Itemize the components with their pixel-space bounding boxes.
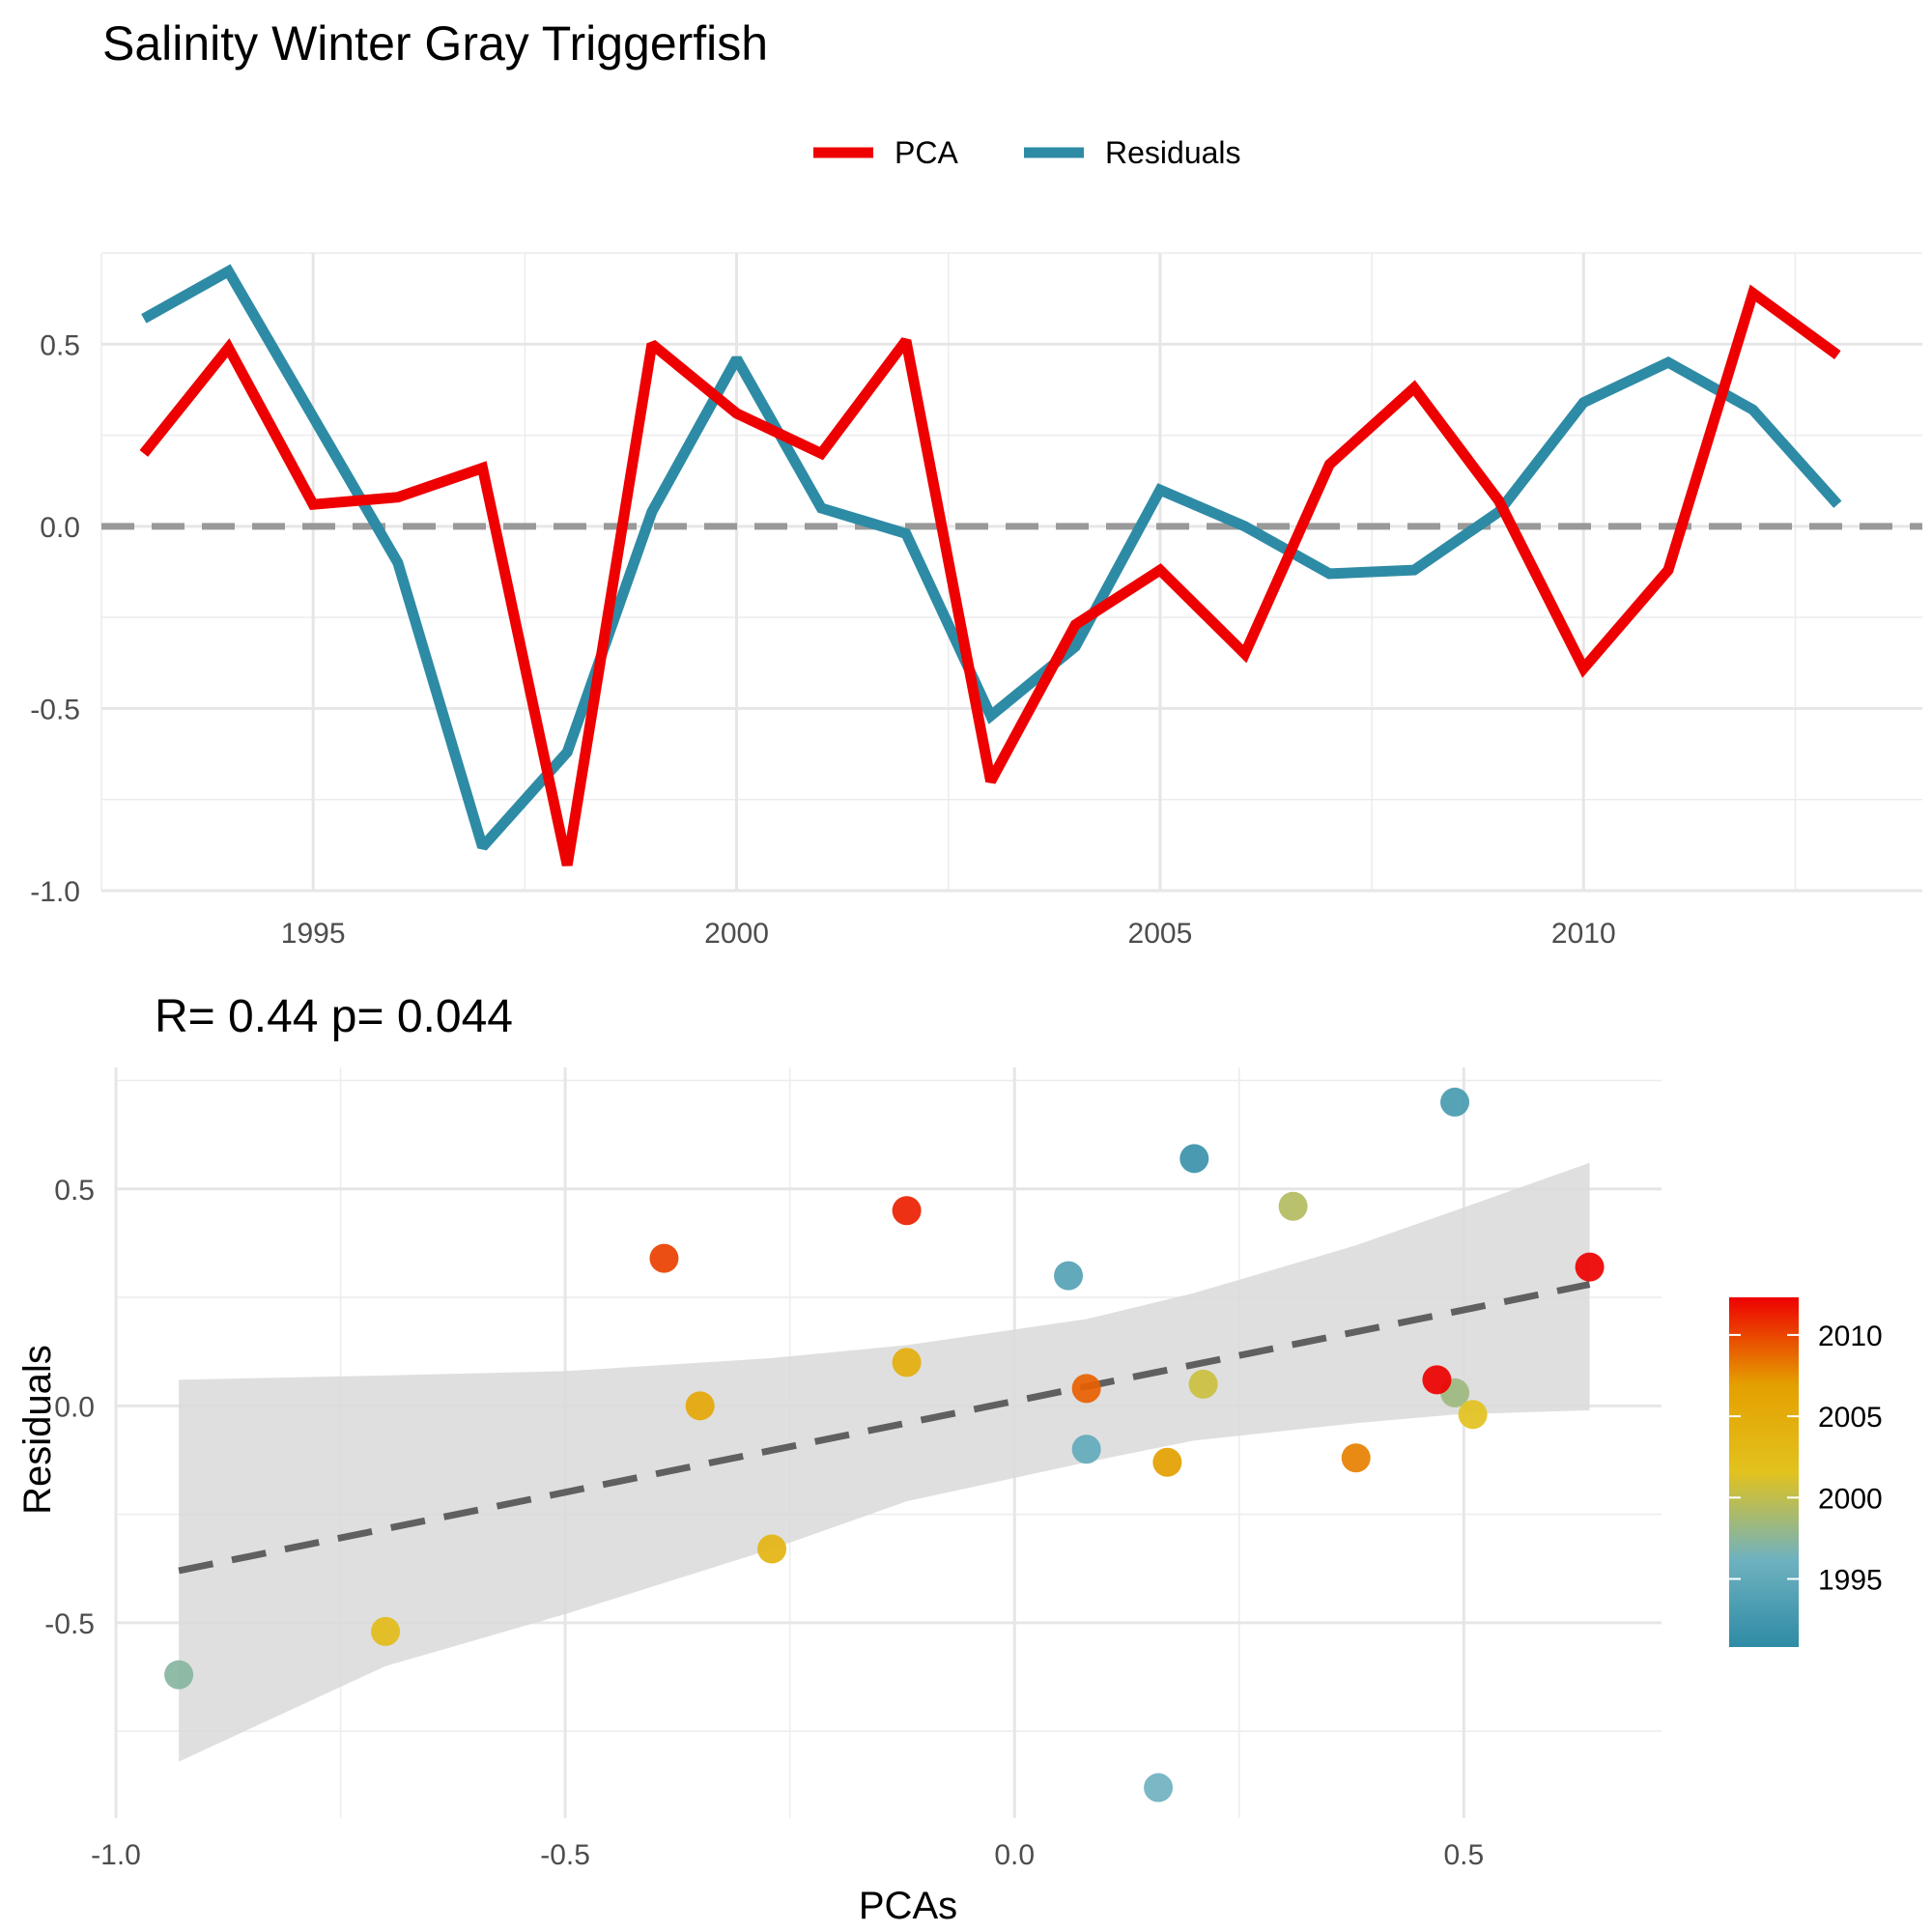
scatter-point — [1575, 1252, 1605, 1282]
scatter-point — [1278, 1191, 1308, 1221]
y-tick-label: 0.0 — [54, 1391, 95, 1423]
x-axis-title: PCAs — [859, 1885, 957, 1927]
colorbar-ticks: 1995 2000 2005 2010 — [1729, 1321, 1883, 1596]
x-tick-label: 0.5 — [1443, 1839, 1484, 1871]
scatter-point — [164, 1660, 194, 1690]
y-tick-label: 0.5 — [40, 329, 80, 361]
scatter-point — [1188, 1369, 1218, 1399]
series-line-pca — [139, 284, 1841, 867]
scatter-point — [1152, 1447, 1182, 1477]
scatter-point — [649, 1243, 679, 1273]
confidence-band — [179, 1162, 1590, 1762]
scatter-point — [1071, 1435, 1101, 1464]
chart-title: Salinity Winter Gray Triggerfish — [102, 16, 768, 71]
x-tick-label: -0.5 — [540, 1839, 590, 1871]
y-tick-label: -1.0 — [30, 876, 80, 908]
scatter-point — [1179, 1144, 1209, 1174]
y-tick-label: -0.5 — [44, 1608, 95, 1640]
colorbar-label: 2000 — [1818, 1483, 1883, 1515]
scatter-point — [1054, 1261, 1084, 1291]
x-tick-label: 1995 — [281, 918, 346, 950]
y-tick-label: 0.0 — [40, 512, 80, 544]
scatter-point — [1422, 1365, 1452, 1395]
x-tick-label: 2000 — [704, 918, 769, 950]
timeseries-tick-labels: 1995 2000 2005 2010 0.5 0.0 -0.5 -1.0 — [30, 329, 1615, 950]
scatter-point — [1071, 1374, 1101, 1404]
scatter-point — [1144, 1773, 1174, 1803]
legend-label-residuals: Residuals — [1105, 135, 1241, 170]
colorbar-label: 2005 — [1818, 1402, 1883, 1434]
x-tick-label: 0.0 — [994, 1839, 1035, 1871]
scatter-point — [892, 1196, 922, 1226]
regression-line — [178, 1281, 1591, 1575]
colorbar-label: 2010 — [1818, 1321, 1883, 1352]
legend: PCA Residuals — [813, 135, 1241, 170]
scatter-point — [892, 1348, 922, 1378]
scatter-panel: -1.0 -0.5 0.0 0.5 0.5 0.0 -0.5 — [44, 1067, 1662, 1871]
legend-label-pca: PCA — [895, 135, 958, 170]
timeseries-panel: 1995 2000 2005 2010 0.5 0.0 -0.5 -1.0 — [30, 252, 1922, 950]
scatter-point — [757, 1534, 787, 1564]
scatter-point — [1440, 1087, 1470, 1117]
scatter-tick-labels: -1.0 -0.5 0.0 0.5 0.5 0.0 -0.5 — [44, 1175, 1484, 1871]
scatter-points — [164, 1087, 1605, 1803]
scatter-point — [1341, 1443, 1371, 1473]
timeseries-grid — [100, 252, 1922, 893]
scatter-point — [1458, 1400, 1488, 1430]
colorbar-label: 1995 — [1818, 1564, 1883, 1596]
correlation-subtitle: R= 0.44 p= 0.044 — [155, 991, 513, 1042]
colorbar: 1995 2000 2005 2010 — [1729, 1297, 1883, 1647]
x-tick-label: 2005 — [1128, 918, 1193, 950]
y-tick-label: -0.5 — [30, 694, 80, 725]
series-line-residuals — [141, 264, 1842, 851]
x-tick-label: -1.0 — [91, 1839, 141, 1871]
y-tick-label: 0.5 — [54, 1175, 95, 1207]
scatter-point — [371, 1616, 401, 1646]
x-tick-label: 2010 — [1551, 918, 1616, 950]
colorbar-gradient — [1729, 1297, 1799, 1647]
timeseries-lines — [139, 264, 1842, 867]
scatter-point — [685, 1391, 715, 1421]
y-axis-title: Residuals — [16, 1345, 59, 1515]
